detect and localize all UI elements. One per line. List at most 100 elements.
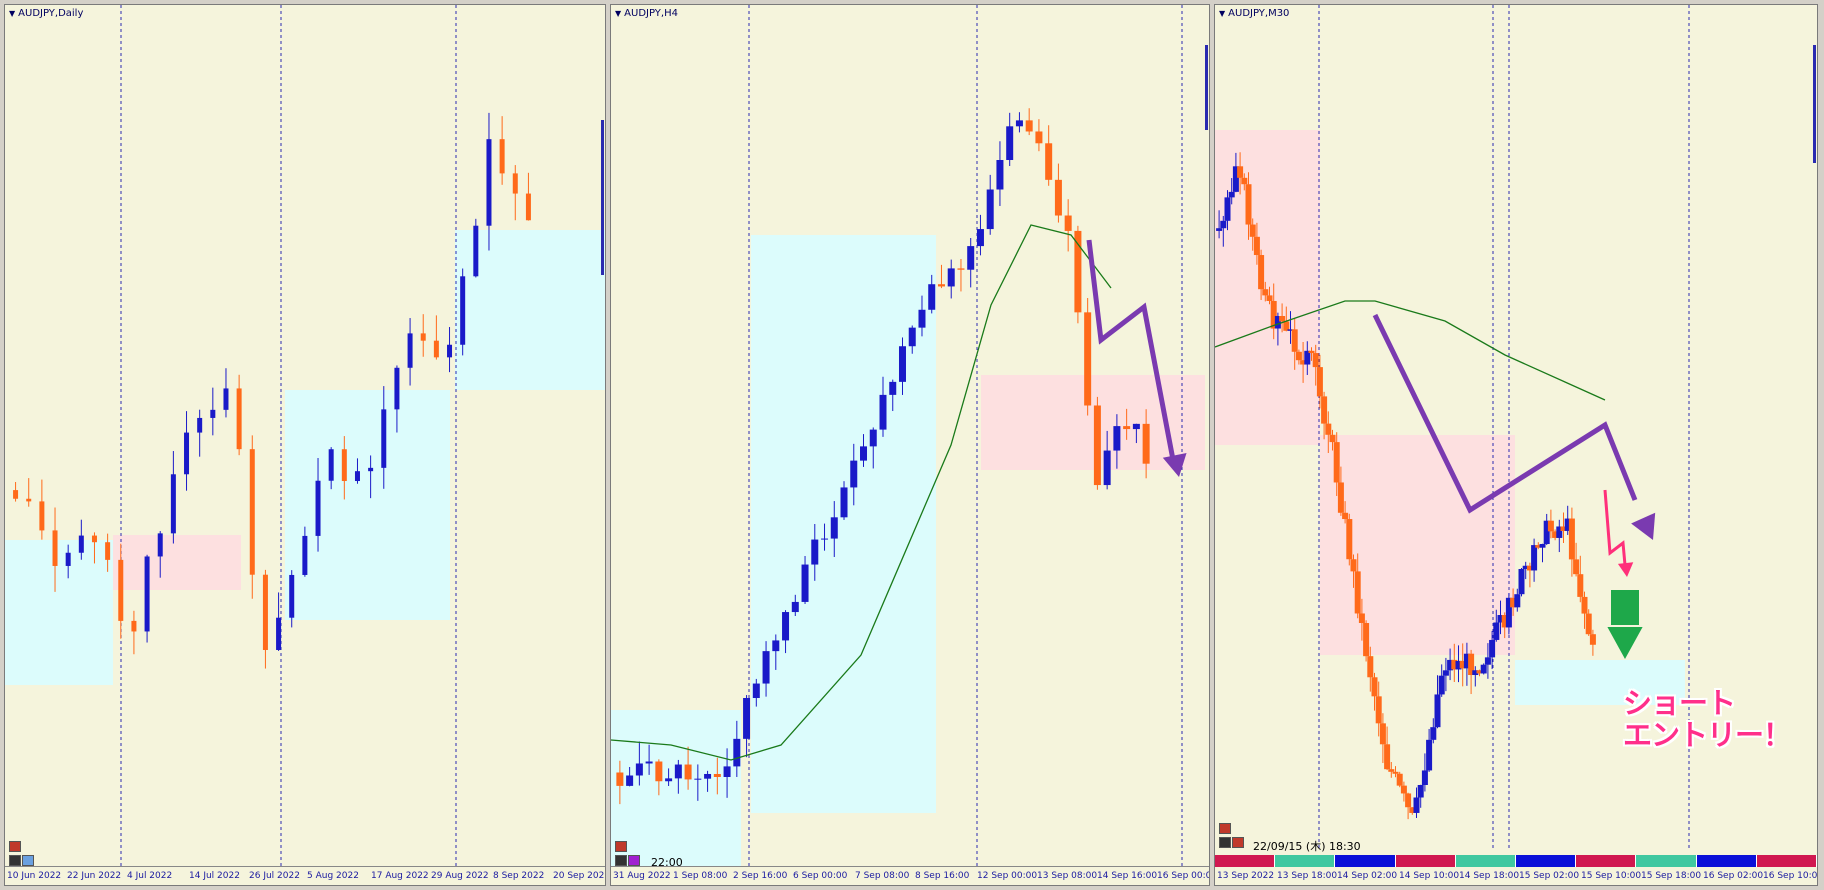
bar-segment	[1516, 855, 1577, 867]
candle-body	[1132, 423, 1140, 430]
candle-body	[645, 761, 653, 764]
candle-body	[1279, 316, 1286, 322]
close-chart-button[interactable]	[615, 841, 627, 852]
candle-body	[723, 766, 731, 778]
bar-segment	[1576, 855, 1637, 867]
bar-segment	[1335, 855, 1396, 867]
candle-body	[947, 268, 955, 287]
candle-body	[1392, 771, 1399, 774]
candle-body	[1308, 350, 1315, 354]
candle-body	[1581, 596, 1588, 614]
candle-body	[1258, 255, 1265, 290]
time-label: 14 Jul 2022	[189, 871, 240, 881]
candle-body	[898, 346, 906, 382]
price-chart[interactable]	[611, 5, 1210, 886]
candle-body	[635, 763, 643, 776]
candle-body	[1045, 143, 1053, 180]
candle-body	[394, 367, 400, 410]
candle-body	[210, 409, 216, 418]
price-zone	[113, 535, 241, 590]
eye-icon[interactable]	[615, 855, 627, 866]
candle-body	[1103, 450, 1111, 486]
price-chart[interactable]	[1215, 5, 1818, 886]
candle-body	[1220, 220, 1227, 229]
candle-body	[850, 460, 858, 488]
candle-body	[1274, 316, 1281, 329]
candle-body	[1568, 518, 1575, 560]
price-zone	[611, 710, 741, 870]
bar-segment	[1696, 855, 1757, 867]
candle-body	[1216, 228, 1223, 231]
candle-body	[157, 533, 163, 557]
candle-body	[1417, 784, 1424, 798]
entry-arrow-shaft	[1611, 590, 1639, 625]
price-zone	[285, 390, 450, 620]
scrollbar[interactable]	[1813, 45, 1816, 163]
candle-body	[1342, 512, 1349, 520]
candle-body	[1552, 531, 1559, 538]
close-chart-button[interactable]	[9, 841, 21, 852]
candle-body	[1371, 677, 1378, 697]
candle-body	[1463, 653, 1470, 669]
candle-body	[170, 474, 176, 534]
time-label: 10 Jun 2022	[7, 871, 62, 881]
object-icon[interactable]	[1232, 837, 1244, 848]
candle-body	[665, 778, 673, 782]
candle-body	[908, 327, 916, 347]
candle-body	[616, 772, 624, 786]
dropdown-triangle-icon[interactable]: ▼	[1219, 9, 1226, 18]
object-icon[interactable]	[628, 855, 640, 866]
dropdown-triangle-icon[interactable]: ▼	[9, 9, 16, 18]
chart-panel-h4[interactable]: ▼ AUDJPY,H4 22:00 31 Aug 2022 1 Sep 08:00…	[610, 4, 1210, 886]
candle-body	[1287, 329, 1294, 331]
candle-body	[1363, 622, 1370, 657]
candle-body	[684, 764, 692, 780]
time-label: 4 Jul 2022	[127, 871, 173, 881]
candle-body	[1455, 660, 1462, 670]
candle-body	[1006, 126, 1014, 161]
candle-body	[381, 409, 387, 468]
candle-body	[1434, 694, 1441, 728]
moving-average-line	[611, 224, 1112, 761]
time-cursor-label: 22/09/15 (木) 18:30	[1253, 840, 1361, 853]
candle-body	[1035, 131, 1043, 144]
candle-body	[626, 775, 634, 786]
scrollbar[interactable]	[1205, 45, 1208, 130]
candle-body	[1337, 482, 1344, 513]
candle-body	[1064, 215, 1072, 231]
candle-body	[1409, 807, 1416, 813]
close-chart-button[interactable]	[1219, 823, 1231, 834]
time-label: 6 Sep 00:00	[793, 871, 848, 881]
candle-body	[131, 620, 137, 632]
candle-body	[1501, 614, 1508, 628]
dropdown-triangle-icon[interactable]: ▼	[615, 9, 622, 18]
candle-body	[302, 535, 308, 575]
time-label: 17 Aug 2022	[371, 871, 429, 881]
chart-title: ▼ AUDJPY,H4	[615, 8, 678, 19]
candle-body	[1333, 442, 1340, 483]
candle-body	[433, 340, 439, 358]
candle-body	[674, 764, 682, 779]
candle-body	[1015, 120, 1023, 127]
time-label: 7 Sep 08:00	[855, 871, 910, 881]
chart-panel-daily[interactable]: ▼ AUDJPY,Daily 10 Jun 2022 22 Jun 2022 4 …	[4, 4, 606, 886]
time-label: 14 Sep 10:00	[1399, 871, 1460, 881]
candle-body	[1054, 179, 1062, 216]
scrollbar[interactable]	[601, 120, 604, 275]
time-axis: 10 Jun 2022 22 Jun 2022 4 Jul 2022 14 Ju…	[5, 866, 605, 885]
candle-body	[1304, 350, 1311, 365]
chart-title-text: AUDJPY,Daily	[18, 8, 84, 19]
chart-title-text: AUDJPY,H4	[624, 8, 678, 19]
eye-icon[interactable]	[9, 855, 21, 866]
chart-panel-m30[interactable]: ▼ AUDJPY,M30 ショート エントリー！ 22/09/15 (木) 18:…	[1214, 4, 1818, 886]
candle-body	[1447, 659, 1454, 671]
candle-body	[1573, 559, 1580, 575]
eye-icon[interactable]	[1219, 837, 1231, 848]
price-chart[interactable]	[5, 5, 606, 886]
time-label: 20 Sep 2022	[553, 871, 606, 881]
candle-body	[772, 640, 780, 652]
candle-body	[1123, 426, 1131, 430]
object-icon[interactable]	[22, 855, 34, 866]
candle-body	[1468, 653, 1475, 676]
candle-body	[1241, 177, 1248, 185]
